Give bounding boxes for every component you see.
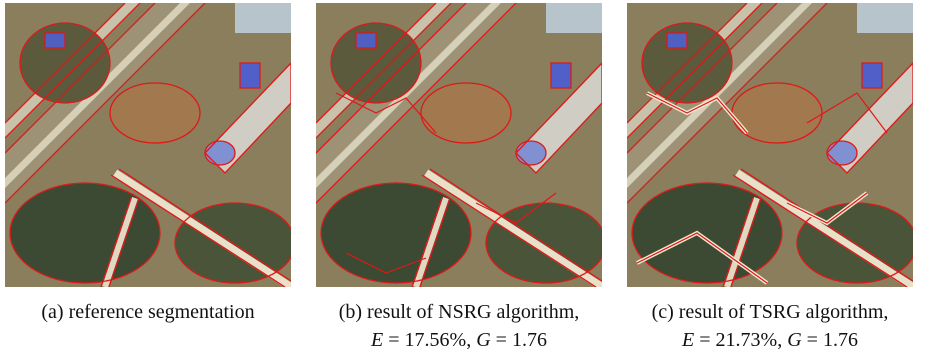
caption-text: G <box>787 329 801 351</box>
caption: (c) result of TSRG algorithm, E = 21.73%,… <box>610 298 930 354</box>
panel-image <box>627 3 913 287</box>
caption: (b) result of NSRG algorithm, E = 17.56%,… <box>299 298 619 354</box>
caption-text: (b) result of NSRG algorithm, <box>339 301 580 323</box>
caption-line: E = 17.56%, G = 1.76 <box>299 326 619 354</box>
caption-text: E <box>371 329 383 351</box>
caption-text: = 21.73%, <box>694 329 787 351</box>
caption-text: = 1.76 <box>802 329 858 351</box>
panel-image <box>5 3 291 287</box>
caption-text: (c) result of TSRG algorithm, <box>652 301 889 323</box>
caption-line: E = 21.73%, G = 1.76 <box>610 326 930 354</box>
caption-text: (a) reference segmentation <box>41 301 254 323</box>
caption-line: (a) reference segmentation <box>0 298 308 326</box>
caption-text: E <box>682 329 694 351</box>
figure: (a) reference segmentation (b) result of … <box>0 0 932 352</box>
caption-line: (c) result of TSRG algorithm, <box>610 298 930 326</box>
caption-text: G <box>476 329 490 351</box>
caption: (a) reference segmentation <box>0 298 308 326</box>
caption-text: = 1.76 <box>491 329 547 351</box>
panel-image <box>316 3 602 287</box>
caption-line: (b) result of NSRG algorithm, <box>299 298 619 326</box>
caption-text: = 17.56%, <box>383 329 476 351</box>
